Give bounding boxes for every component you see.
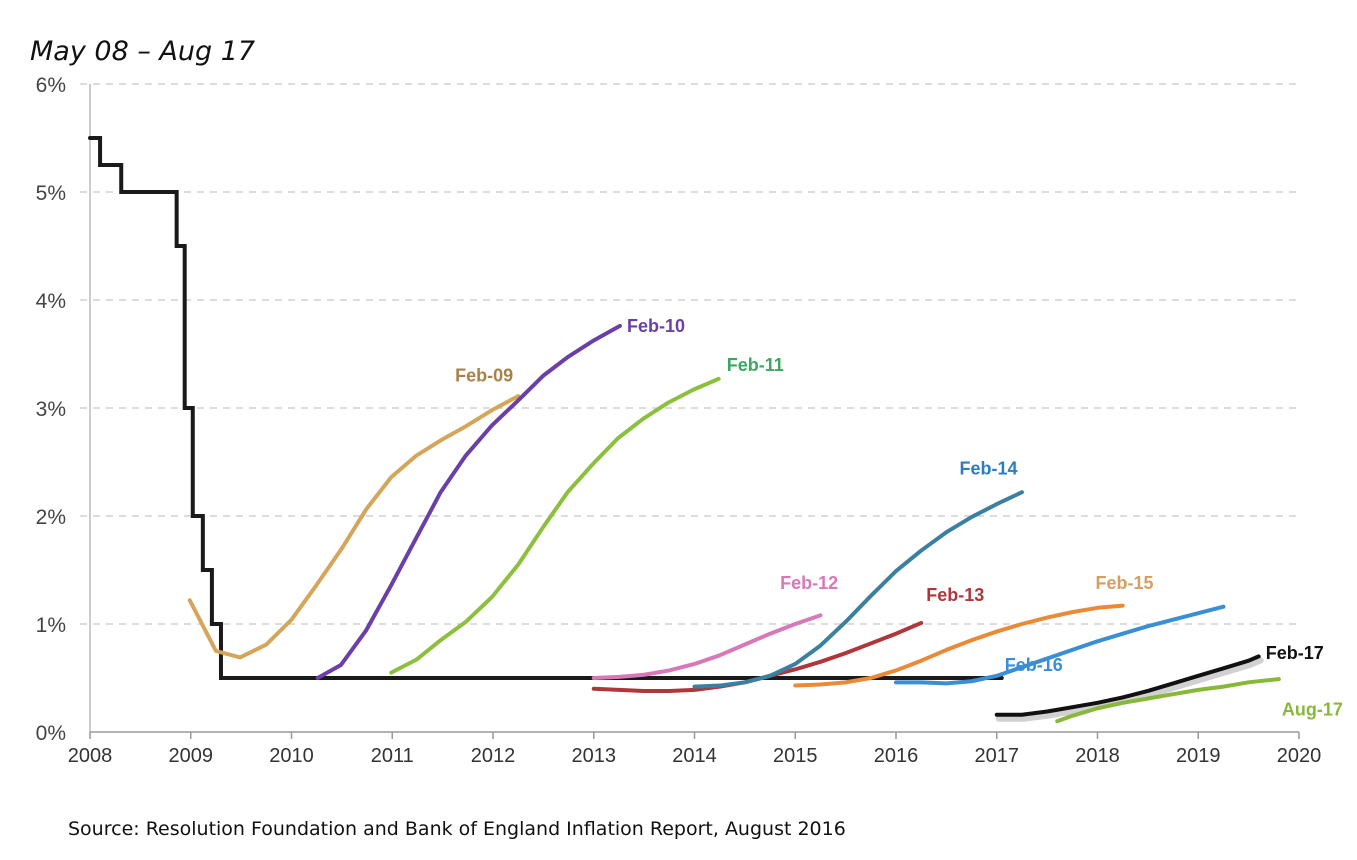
x-tick-label: 2010	[269, 745, 314, 767]
series-label-feb-09: Feb-09	[455, 366, 513, 386]
series-labels: Feb-09 Feb-10 Feb-11 Feb-12 Feb-13 Feb-14 Feb-…	[455, 316, 1343, 719]
series-line-feb-17	[994, 654, 1261, 717]
series-line-feb-12	[591, 613, 823, 680]
x-tick-label: 2020	[1277, 745, 1322, 767]
series-lines	[88, 136, 1281, 724]
series-line-feb-15	[793, 603, 1125, 688]
series-label-aug-17: Aug-17	[1282, 699, 1343, 719]
x-tick-label: 2015	[773, 745, 818, 767]
series-label-feb-14: Feb-14	[959, 458, 1017, 478]
y-tick-label: 2%	[36, 506, 66, 529]
series-line-feb-16	[894, 604, 1226, 686]
y-tick-label: 4%	[36, 290, 66, 313]
series-line-aug-17	[1055, 677, 1281, 724]
x-tick-label: 2014	[672, 745, 717, 767]
y-tick-label: 6%	[36, 74, 66, 97]
x-tick-label: 2016	[874, 745, 919, 767]
y-axis-ticks: 0% 1% 2% 3% 4% 5% 6%	[36, 74, 66, 745]
x-tick-label: 2017	[975, 745, 1020, 767]
series-label-feb-13: Feb-13	[926, 585, 984, 605]
chart-title: May 08 – Aug 17	[30, 36, 256, 67]
series-label-feb-10: Feb-10	[627, 316, 685, 336]
x-tick-label: 2019	[1176, 745, 1221, 767]
gridlines	[80, 83, 1299, 625]
series-line-feb-11	[389, 376, 721, 675]
series-label-feb-12: Feb-12	[780, 573, 838, 593]
x-tick-label: 2013	[572, 745, 617, 767]
series-line-feb-09	[187, 394, 521, 660]
series-line-feb-14	[692, 490, 1024, 689]
y-tick-label: 1%	[36, 614, 66, 637]
series-label-feb-17: Feb-17	[1266, 643, 1324, 663]
y-tick-label: 0%	[36, 722, 66, 745]
source-note: Source: Resolution Foundation and Bank o…	[68, 818, 846, 840]
x-tick-label: 2012	[471, 745, 516, 767]
x-axis-ticks: 2008 2009 2010 2011 2012 2013 2014 2015 2016 2017…	[68, 732, 1322, 767]
x-tick-label: 2018	[1075, 745, 1120, 767]
y-tick-label: 5%	[36, 182, 66, 205]
series-shadow-feb-17	[995, 657, 1264, 722]
series-line-bank-rate	[88, 136, 1004, 680]
x-tick-label: 2011	[371, 745, 414, 767]
series-line-feb-10	[315, 323, 622, 680]
x-tick-label: 2008	[68, 745, 113, 767]
y-tick-label: 3%	[36, 398, 66, 421]
series-label-feb-16: Feb-16	[1005, 655, 1063, 675]
series-label-feb-11: Feb-11	[727, 355, 784, 375]
series-label-feb-15: Feb-15	[1095, 573, 1153, 593]
x-tick-label: 2009	[169, 745, 214, 767]
